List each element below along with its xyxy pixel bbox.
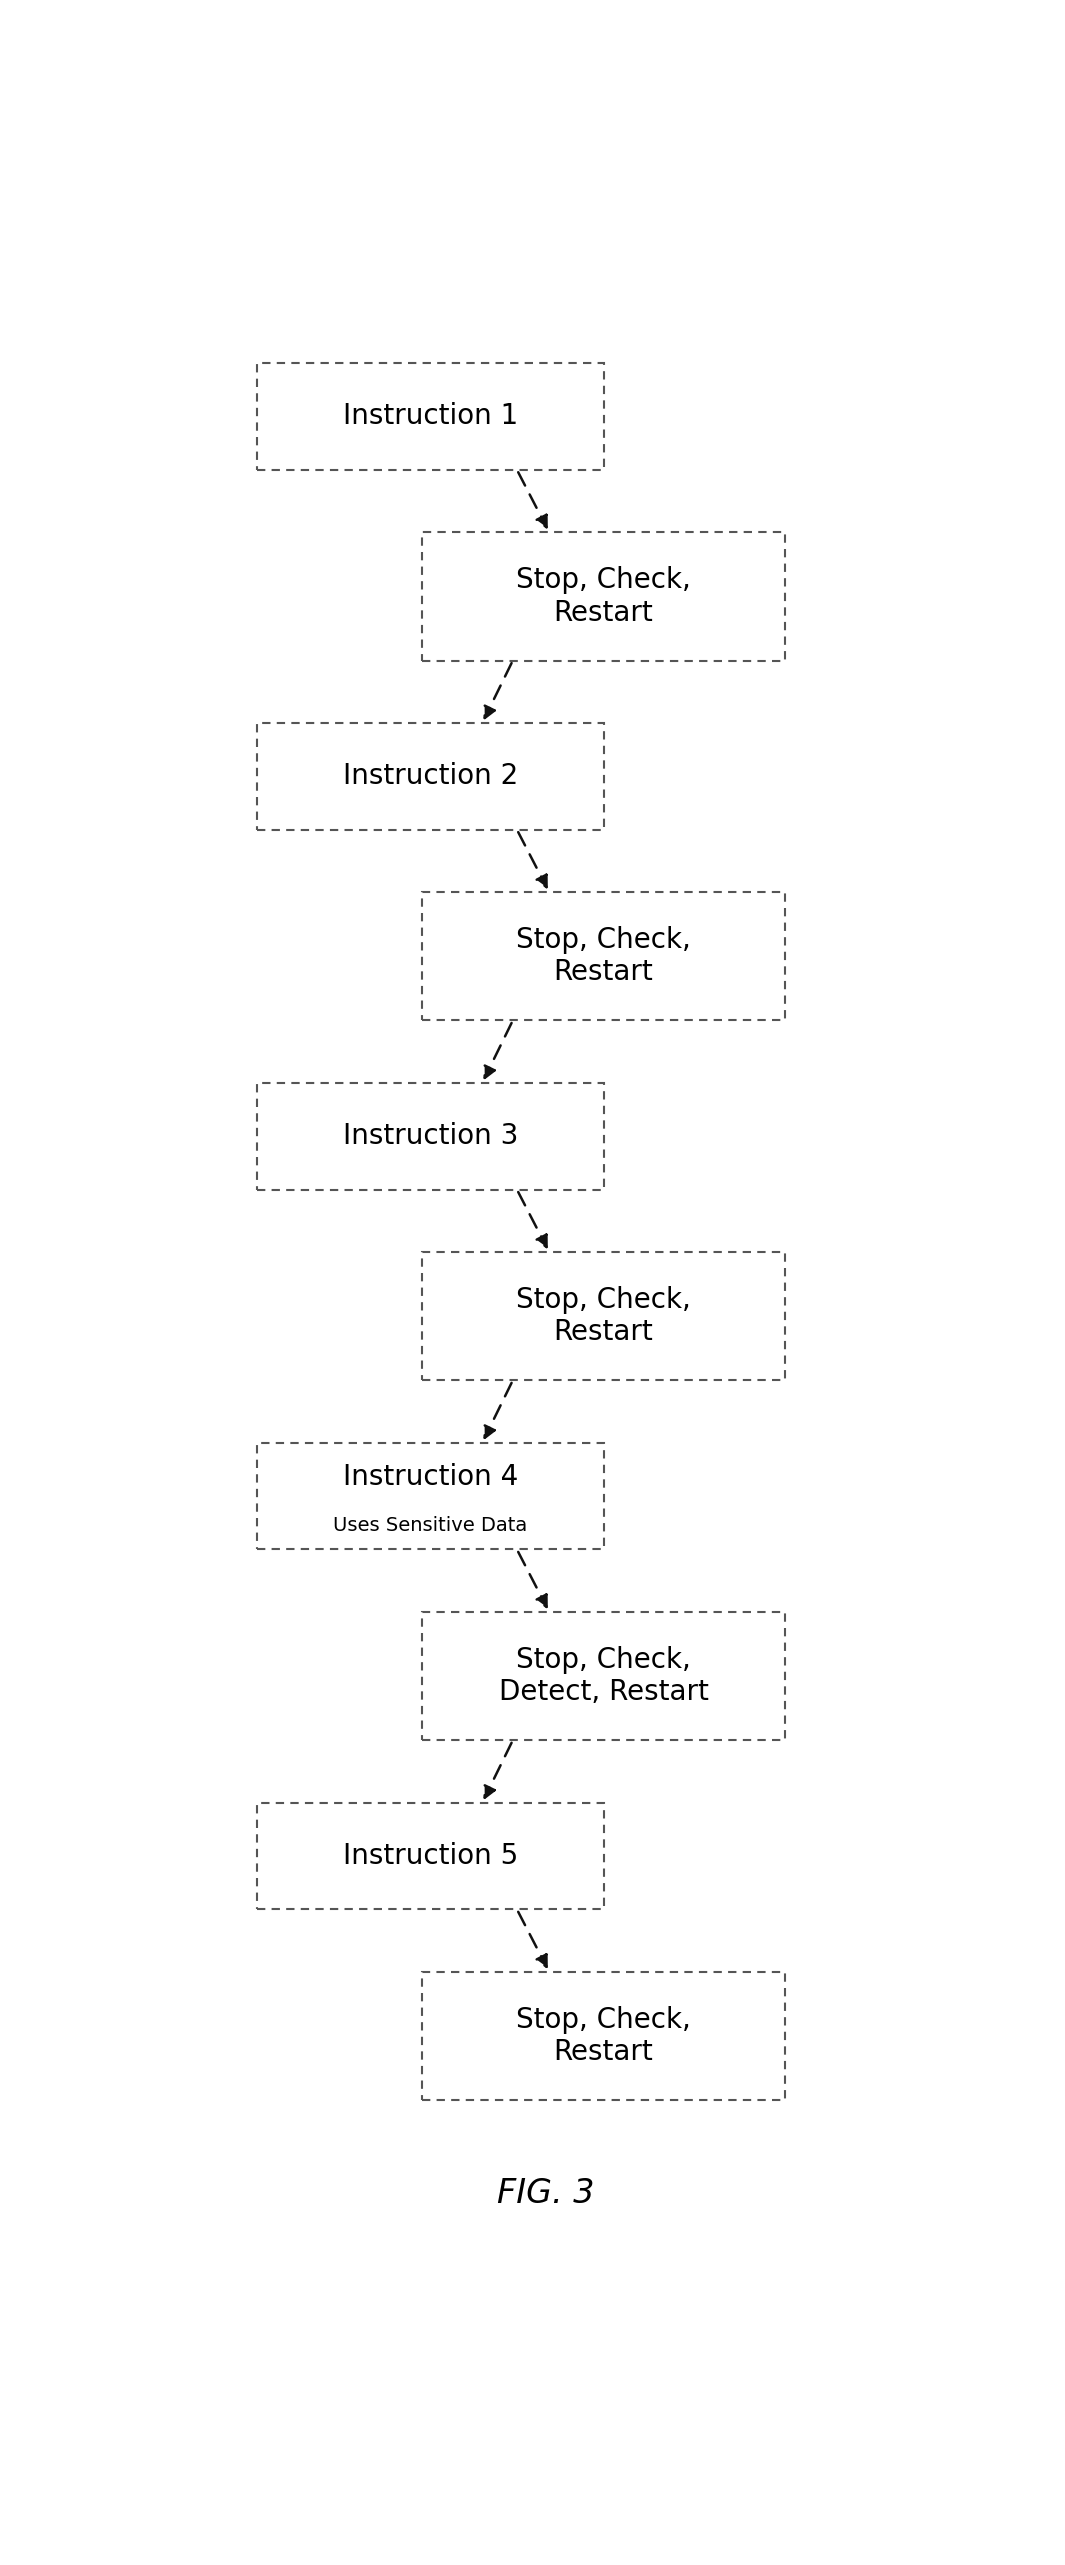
FancyBboxPatch shape — [257, 1442, 604, 1549]
Text: Stop, Check,
Restart: Stop, Check, Restart — [517, 1285, 691, 1347]
FancyBboxPatch shape — [257, 364, 604, 469]
Text: Uses Sensitive Data: Uses Sensitive Data — [333, 1516, 527, 1536]
FancyBboxPatch shape — [422, 531, 785, 662]
FancyBboxPatch shape — [422, 1252, 785, 1380]
FancyBboxPatch shape — [422, 1972, 785, 2101]
Text: Stop, Check,
Detect, Restart: Stop, Check, Detect, Restart — [498, 1647, 708, 1706]
Text: Instruction 1: Instruction 1 — [343, 403, 518, 431]
Text: Instruction 4: Instruction 4 — [343, 1462, 518, 1490]
Text: Stop, Check,
Restart: Stop, Check, Restart — [517, 2006, 691, 2067]
FancyBboxPatch shape — [422, 1611, 785, 1739]
Text: FIG. 3: FIG. 3 — [497, 2178, 594, 2211]
Text: Instruction 3: Instruction 3 — [343, 1123, 518, 1149]
FancyBboxPatch shape — [257, 723, 604, 828]
Text: Instruction 5: Instruction 5 — [343, 1842, 518, 1870]
Text: Instruction 2: Instruction 2 — [343, 762, 518, 790]
FancyBboxPatch shape — [257, 1082, 604, 1190]
FancyBboxPatch shape — [257, 1803, 604, 1908]
Text: Stop, Check,
Restart: Stop, Check, Restart — [517, 567, 691, 626]
FancyBboxPatch shape — [422, 893, 785, 1021]
Text: Stop, Check,
Restart: Stop, Check, Restart — [517, 926, 691, 988]
